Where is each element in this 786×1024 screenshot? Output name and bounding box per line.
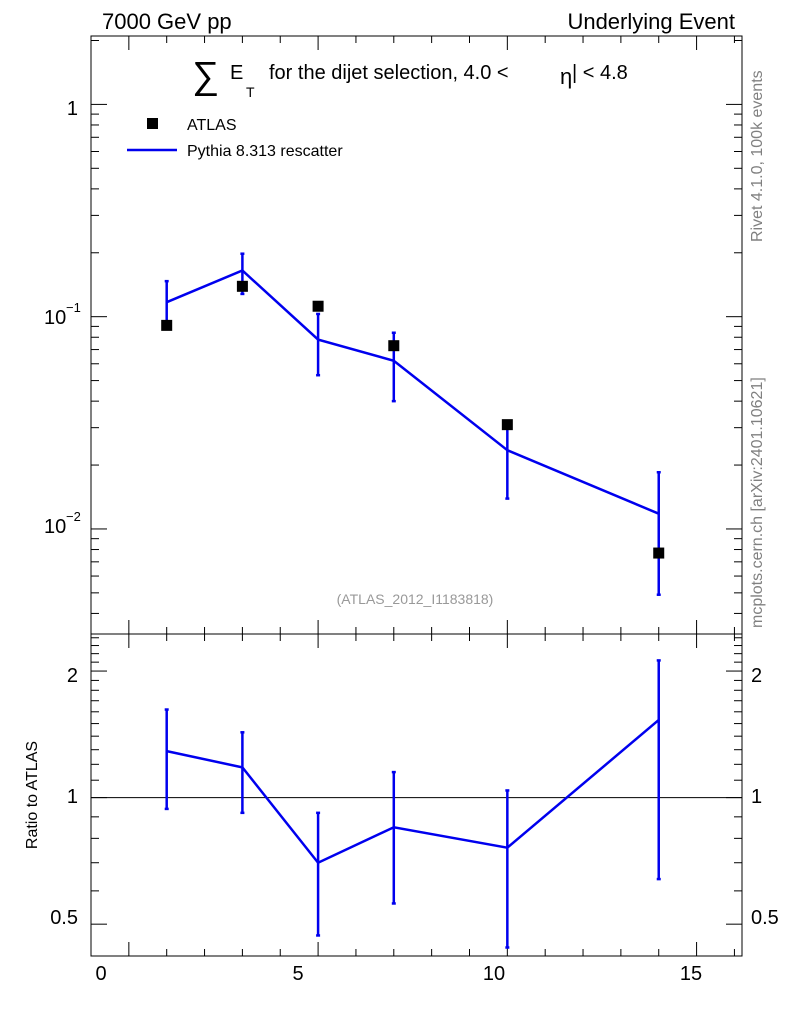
svg-text:−1: −1 bbox=[66, 300, 81, 315]
legend-marker-atlas bbox=[147, 118, 158, 129]
ratio-line bbox=[166, 719, 660, 865]
svg-text:10: 10 bbox=[44, 516, 66, 538]
title-text-after: | < 4.8 bbox=[572, 62, 628, 84]
ratio-y-tick-0.5-right: 0.5 bbox=[751, 907, 779, 929]
title-eta: η bbox=[560, 64, 572, 89]
atlas-point bbox=[312, 300, 324, 312]
x-tick-label-15: 15 bbox=[680, 963, 702, 985]
ratio-y-tick-2-left: 2 bbox=[67, 665, 78, 687]
data-marks bbox=[91, 252, 742, 949]
legend-label-pythia: Pythia 8.313 rescatter bbox=[187, 143, 343, 160]
x-tick-label-0: 0 bbox=[95, 963, 106, 985]
analysis-label: (ATLAS_2012_I1183818) bbox=[337, 591, 494, 607]
y-tick-label-1: 1 bbox=[67, 98, 78, 120]
axis-ticks bbox=[90, 36, 742, 956]
atlas-point bbox=[236, 280, 248, 292]
x-tick-label-10: 10 bbox=[483, 963, 505, 985]
title-e: E bbox=[230, 62, 243, 84]
atlas-point bbox=[161, 319, 173, 331]
atlas-point bbox=[388, 340, 400, 352]
x-tick-label-5: 5 bbox=[292, 963, 303, 985]
title-text-before: for the dijet selection, 4.0 < bbox=[269, 62, 509, 84]
legend: ATLAS Pythia 8.313 rescatter bbox=[127, 117, 343, 160]
title-sum-symbol: ∑ bbox=[192, 55, 219, 97]
ratio-y-label: Ratio to ATLAS bbox=[24, 741, 41, 849]
title-subscript: T bbox=[246, 84, 255, 100]
legend-label-atlas: ATLAS bbox=[187, 117, 237, 134]
ratio-y-tick-1-right: 1 bbox=[751, 786, 762, 808]
atlas-point bbox=[653, 547, 665, 559]
svg-text:−2: −2 bbox=[66, 509, 81, 524]
pythia-line bbox=[166, 269, 660, 515]
chart-title: ∑ E T for the dijet selection, 4.0 < η |… bbox=[192, 55, 628, 100]
ratio-y-tick-0.5-left: 0.5 bbox=[50, 907, 78, 929]
rivet-label: Rivet 4.1.0, 100k events bbox=[749, 70, 766, 242]
y-tick-label-0.1: 10 −1 bbox=[44, 300, 81, 329]
header-right: Underlying Event bbox=[567, 9, 735, 34]
atlas-point bbox=[501, 419, 513, 431]
y-tick-label-0.01: 10 −2 bbox=[44, 509, 81, 538]
ratio-y-tick-1-left: 1 bbox=[67, 786, 78, 808]
ratio-panel-frame bbox=[90, 633, 743, 957]
ratio-y-tick-2-right: 2 bbox=[751, 665, 762, 687]
mcplots-label: mcplots.cern.ch [arXiv:2401.10621] bbox=[749, 377, 766, 628]
svg-text:10: 10 bbox=[44, 307, 66, 329]
header-left: 7000 GeV pp bbox=[102, 9, 232, 34]
